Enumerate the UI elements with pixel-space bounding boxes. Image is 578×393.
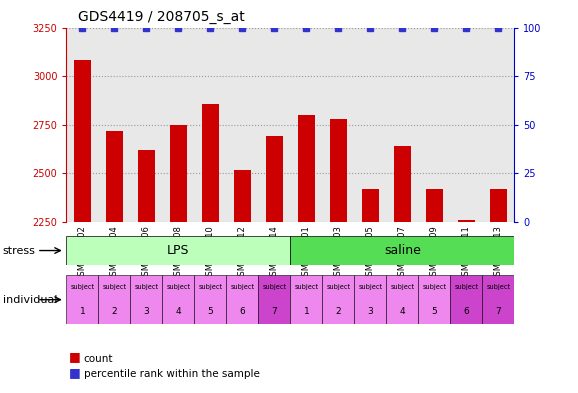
Text: subject: subject bbox=[102, 285, 127, 290]
Bar bbox=[290, 236, 514, 265]
Bar bbox=[450, 275, 483, 324]
Bar bbox=[194, 275, 227, 324]
Text: LPS: LPS bbox=[167, 244, 190, 257]
Bar bbox=[266, 136, 283, 222]
Bar bbox=[418, 275, 450, 324]
Text: 5: 5 bbox=[432, 307, 438, 316]
Bar bbox=[106, 130, 123, 222]
Text: 3: 3 bbox=[368, 307, 373, 316]
Bar bbox=[227, 275, 258, 324]
Bar bbox=[131, 275, 162, 324]
Bar bbox=[290, 275, 323, 324]
Text: saline: saline bbox=[384, 244, 421, 257]
Bar bbox=[387, 275, 418, 324]
Bar bbox=[298, 115, 315, 222]
Text: 7: 7 bbox=[272, 307, 277, 316]
Text: ■: ■ bbox=[69, 351, 81, 364]
Text: subject: subject bbox=[262, 285, 287, 290]
Text: subject: subject bbox=[423, 285, 446, 290]
Bar bbox=[362, 189, 379, 222]
Bar bbox=[425, 189, 443, 222]
Text: subject: subject bbox=[358, 285, 383, 290]
Text: 7: 7 bbox=[495, 307, 501, 316]
Bar bbox=[458, 220, 475, 222]
Bar bbox=[354, 275, 387, 324]
Bar bbox=[98, 275, 131, 324]
Text: 5: 5 bbox=[208, 307, 213, 316]
Bar bbox=[162, 275, 194, 324]
Bar bbox=[170, 125, 187, 222]
Bar bbox=[66, 275, 98, 324]
Bar bbox=[138, 150, 155, 222]
Bar bbox=[483, 275, 514, 324]
Bar bbox=[73, 60, 91, 222]
Text: 4: 4 bbox=[176, 307, 181, 316]
Text: 6: 6 bbox=[464, 307, 469, 316]
Text: 2: 2 bbox=[112, 307, 117, 316]
Text: subject: subject bbox=[327, 285, 350, 290]
Text: GDS4419 / 208705_s_at: GDS4419 / 208705_s_at bbox=[78, 9, 244, 24]
Text: subject: subject bbox=[135, 285, 158, 290]
Bar bbox=[202, 105, 219, 222]
Text: subject: subject bbox=[294, 285, 318, 290]
Text: subject: subject bbox=[390, 285, 414, 290]
Text: subject: subject bbox=[71, 285, 95, 290]
Text: subject: subject bbox=[198, 285, 223, 290]
Text: subject: subject bbox=[231, 285, 254, 290]
Text: ■: ■ bbox=[69, 366, 81, 379]
Bar bbox=[490, 189, 507, 222]
Text: count: count bbox=[84, 354, 113, 364]
Text: 2: 2 bbox=[336, 307, 341, 316]
Text: 6: 6 bbox=[239, 307, 245, 316]
Text: subject: subject bbox=[166, 285, 191, 290]
Text: 4: 4 bbox=[399, 307, 405, 316]
Text: 1: 1 bbox=[80, 307, 86, 316]
Text: individual: individual bbox=[3, 295, 57, 305]
Text: 3: 3 bbox=[143, 307, 149, 316]
Text: stress: stress bbox=[3, 246, 36, 255]
Text: subject: subject bbox=[454, 285, 479, 290]
Text: subject: subject bbox=[486, 285, 510, 290]
Bar bbox=[394, 146, 411, 222]
Bar bbox=[234, 169, 251, 222]
Text: 1: 1 bbox=[303, 307, 309, 316]
Bar bbox=[323, 275, 354, 324]
Bar bbox=[258, 275, 291, 324]
Bar bbox=[66, 236, 290, 265]
Text: percentile rank within the sample: percentile rank within the sample bbox=[84, 369, 260, 379]
Bar bbox=[329, 119, 347, 222]
